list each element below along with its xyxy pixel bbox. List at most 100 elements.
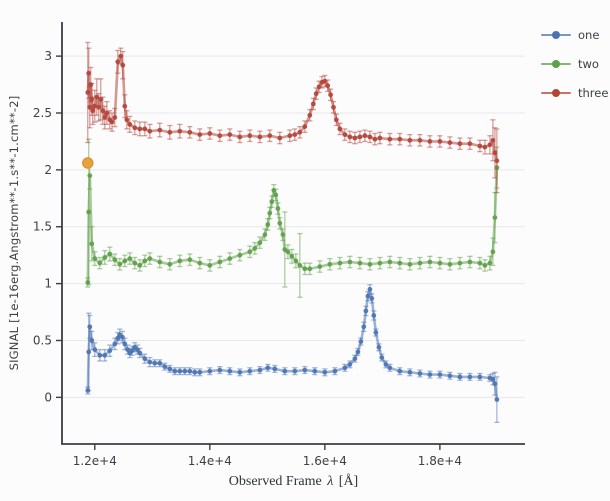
data-point xyxy=(337,260,343,266)
series-two xyxy=(85,138,500,298)
data-point xyxy=(237,134,243,140)
data-point xyxy=(373,330,379,335)
data-point xyxy=(167,261,173,267)
data-point xyxy=(102,352,108,358)
data-point xyxy=(490,376,496,382)
data-point xyxy=(377,135,383,141)
data-point xyxy=(417,137,423,143)
legend-swatch-three xyxy=(541,88,571,98)
data-point xyxy=(437,139,443,144)
data-point xyxy=(357,134,363,140)
data-point xyxy=(87,324,93,330)
data-point xyxy=(322,369,328,375)
data-point xyxy=(137,263,143,268)
data-point xyxy=(467,259,473,265)
data-point xyxy=(96,104,102,110)
x-tick-label: 1.8e+4 xyxy=(418,454,462,468)
y-tick-label: 2 xyxy=(44,163,52,177)
data-point xyxy=(376,344,382,350)
data-point xyxy=(377,260,383,266)
data-point xyxy=(265,222,271,227)
data-point xyxy=(297,129,303,135)
data-point xyxy=(302,367,308,373)
data-point xyxy=(125,347,130,352)
data-point xyxy=(88,82,94,87)
data-point xyxy=(487,260,493,266)
data-point xyxy=(94,94,100,100)
data-point xyxy=(363,308,369,314)
data-point xyxy=(355,349,361,355)
data-point xyxy=(127,122,133,127)
legend-label: one xyxy=(578,27,600,42)
data-point xyxy=(427,259,433,265)
data-point xyxy=(177,128,183,134)
data-point xyxy=(247,133,253,139)
data-point xyxy=(447,140,453,146)
data-point xyxy=(383,362,389,367)
lambda-symbol: λ xyxy=(327,474,334,489)
data-point xyxy=(490,249,496,255)
data-point xyxy=(112,115,118,120)
data-point xyxy=(271,187,277,193)
data-point xyxy=(342,365,348,371)
data-point xyxy=(302,266,308,272)
data-point xyxy=(317,264,323,269)
data-point xyxy=(92,347,98,352)
data-point xyxy=(447,373,453,379)
data-point xyxy=(331,104,336,110)
legend-swatch-one xyxy=(541,30,571,40)
data-point xyxy=(312,368,318,374)
data-point xyxy=(217,259,223,265)
data-point xyxy=(237,369,243,375)
data-point xyxy=(120,334,125,340)
data-point xyxy=(132,125,138,131)
data-point xyxy=(109,119,115,125)
data-point xyxy=(358,339,364,344)
data-point xyxy=(187,368,193,374)
data-point xyxy=(293,258,299,264)
x-axis-label-unit: [Å] xyxy=(338,474,359,489)
data-point xyxy=(407,369,413,375)
x-tick-label: 1.6e+4 xyxy=(303,454,347,468)
data-point xyxy=(85,280,91,285)
data-point xyxy=(167,366,173,372)
data-point xyxy=(132,260,138,266)
data-point xyxy=(124,117,130,123)
data-point xyxy=(379,355,385,360)
data-point xyxy=(437,260,443,266)
data-point xyxy=(172,368,178,374)
data-point xyxy=(257,367,263,373)
data-point xyxy=(482,263,488,268)
data-point xyxy=(207,368,213,374)
data-point xyxy=(273,192,279,198)
legend: one two three xyxy=(541,26,608,101)
y-tick-label: 3 xyxy=(44,49,52,63)
data-point xyxy=(289,253,295,259)
data-point xyxy=(467,141,473,147)
data-point xyxy=(347,362,353,367)
data-point xyxy=(157,127,163,133)
data-point xyxy=(371,313,377,318)
data-point xyxy=(265,365,271,371)
data-point xyxy=(122,258,128,264)
data-point xyxy=(347,259,353,265)
data-point xyxy=(292,368,298,374)
x-axis-label: Observed Frame λ [Å] xyxy=(62,474,525,490)
data-point xyxy=(322,78,328,84)
data-point xyxy=(275,206,281,211)
data-point xyxy=(467,374,473,380)
data-point xyxy=(297,263,303,268)
data-point xyxy=(104,110,110,116)
data-point xyxy=(387,136,393,142)
data-point xyxy=(269,199,275,205)
data-point xyxy=(407,261,413,267)
data-point xyxy=(342,132,348,138)
data-point xyxy=(118,53,124,59)
data-point xyxy=(87,173,93,179)
data-point xyxy=(337,126,343,132)
data-point xyxy=(367,134,373,140)
data-point xyxy=(352,135,358,141)
data-point xyxy=(177,258,183,264)
data-point xyxy=(162,364,168,370)
